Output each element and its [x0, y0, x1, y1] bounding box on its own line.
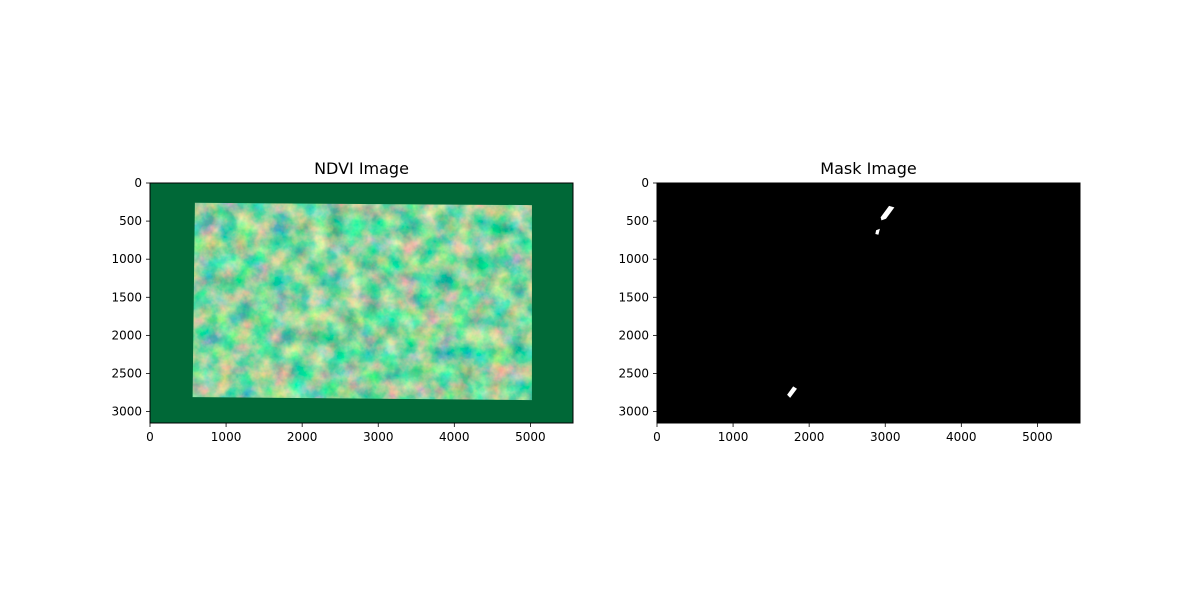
ndvi-scene: [192, 202, 532, 401]
y-tick-label: 1000: [618, 252, 649, 266]
y-tick-label: 3000: [111, 405, 142, 419]
x-tick-label: 1000: [211, 430, 242, 444]
y-tick-label: 500: [626, 214, 649, 228]
y-tick-label: 500: [119, 214, 142, 228]
y-tick-label: 2500: [111, 366, 142, 380]
x-tick-label: 3000: [363, 430, 394, 444]
x-tick-label: 4000: [946, 430, 977, 444]
x-tick-label: 3000: [870, 430, 901, 444]
y-tick-label: 2000: [618, 328, 649, 342]
y-tick-label: 3000: [618, 405, 649, 419]
x-tick-label: 4000: [439, 430, 470, 444]
y-tick-label: 1500: [618, 290, 649, 304]
ndvi-panel: NDVI Image 0 1000 2000 3000 4000 5000 0 500 100…: [111, 159, 574, 444]
mask-x-axis: 0 1000 2000 3000 4000 5000: [653, 423, 1053, 444]
mask-y-axis: 0 500 1000 1500 2000 2500 3000: [618, 176, 657, 419]
y-tick-label: 2500: [618, 366, 649, 380]
x-tick-label: 5000: [1022, 430, 1053, 444]
ndvi-title: NDVI Image: [314, 159, 409, 178]
mask-region: [880, 205, 895, 221]
x-tick-label: 0: [146, 430, 154, 444]
ndvi-y-axis: 0 500 1000 1500 2000 2500 3000: [111, 176, 150, 419]
x-tick-label: 2000: [794, 430, 825, 444]
mask-region: [875, 228, 880, 235]
mask-panel: Mask Image 0 1000 2000 3000 4000 5000 0 500 100…: [618, 159, 1081, 444]
ndvi-axes-frame: [149, 182, 574, 424]
x-tick-label: 1000: [718, 430, 749, 444]
mask-background: [657, 183, 1080, 423]
ndvi-x-axis: 0 1000 2000 3000 4000 5000: [146, 423, 546, 444]
x-tick-label: 2000: [287, 430, 318, 444]
mask-axes-frame: [656, 182, 1081, 424]
y-tick-label: 1000: [111, 252, 142, 266]
mask-regions: [787, 205, 895, 398]
mask-region: [787, 386, 797, 398]
x-tick-label: 0: [653, 430, 661, 444]
mask-title: Mask Image: [820, 159, 916, 178]
y-tick-label: 0: [134, 176, 142, 190]
y-tick-label: 0: [641, 176, 649, 190]
x-tick-label: 5000: [515, 430, 546, 444]
y-tick-label: 1500: [111, 290, 142, 304]
y-tick-label: 2000: [111, 328, 142, 342]
